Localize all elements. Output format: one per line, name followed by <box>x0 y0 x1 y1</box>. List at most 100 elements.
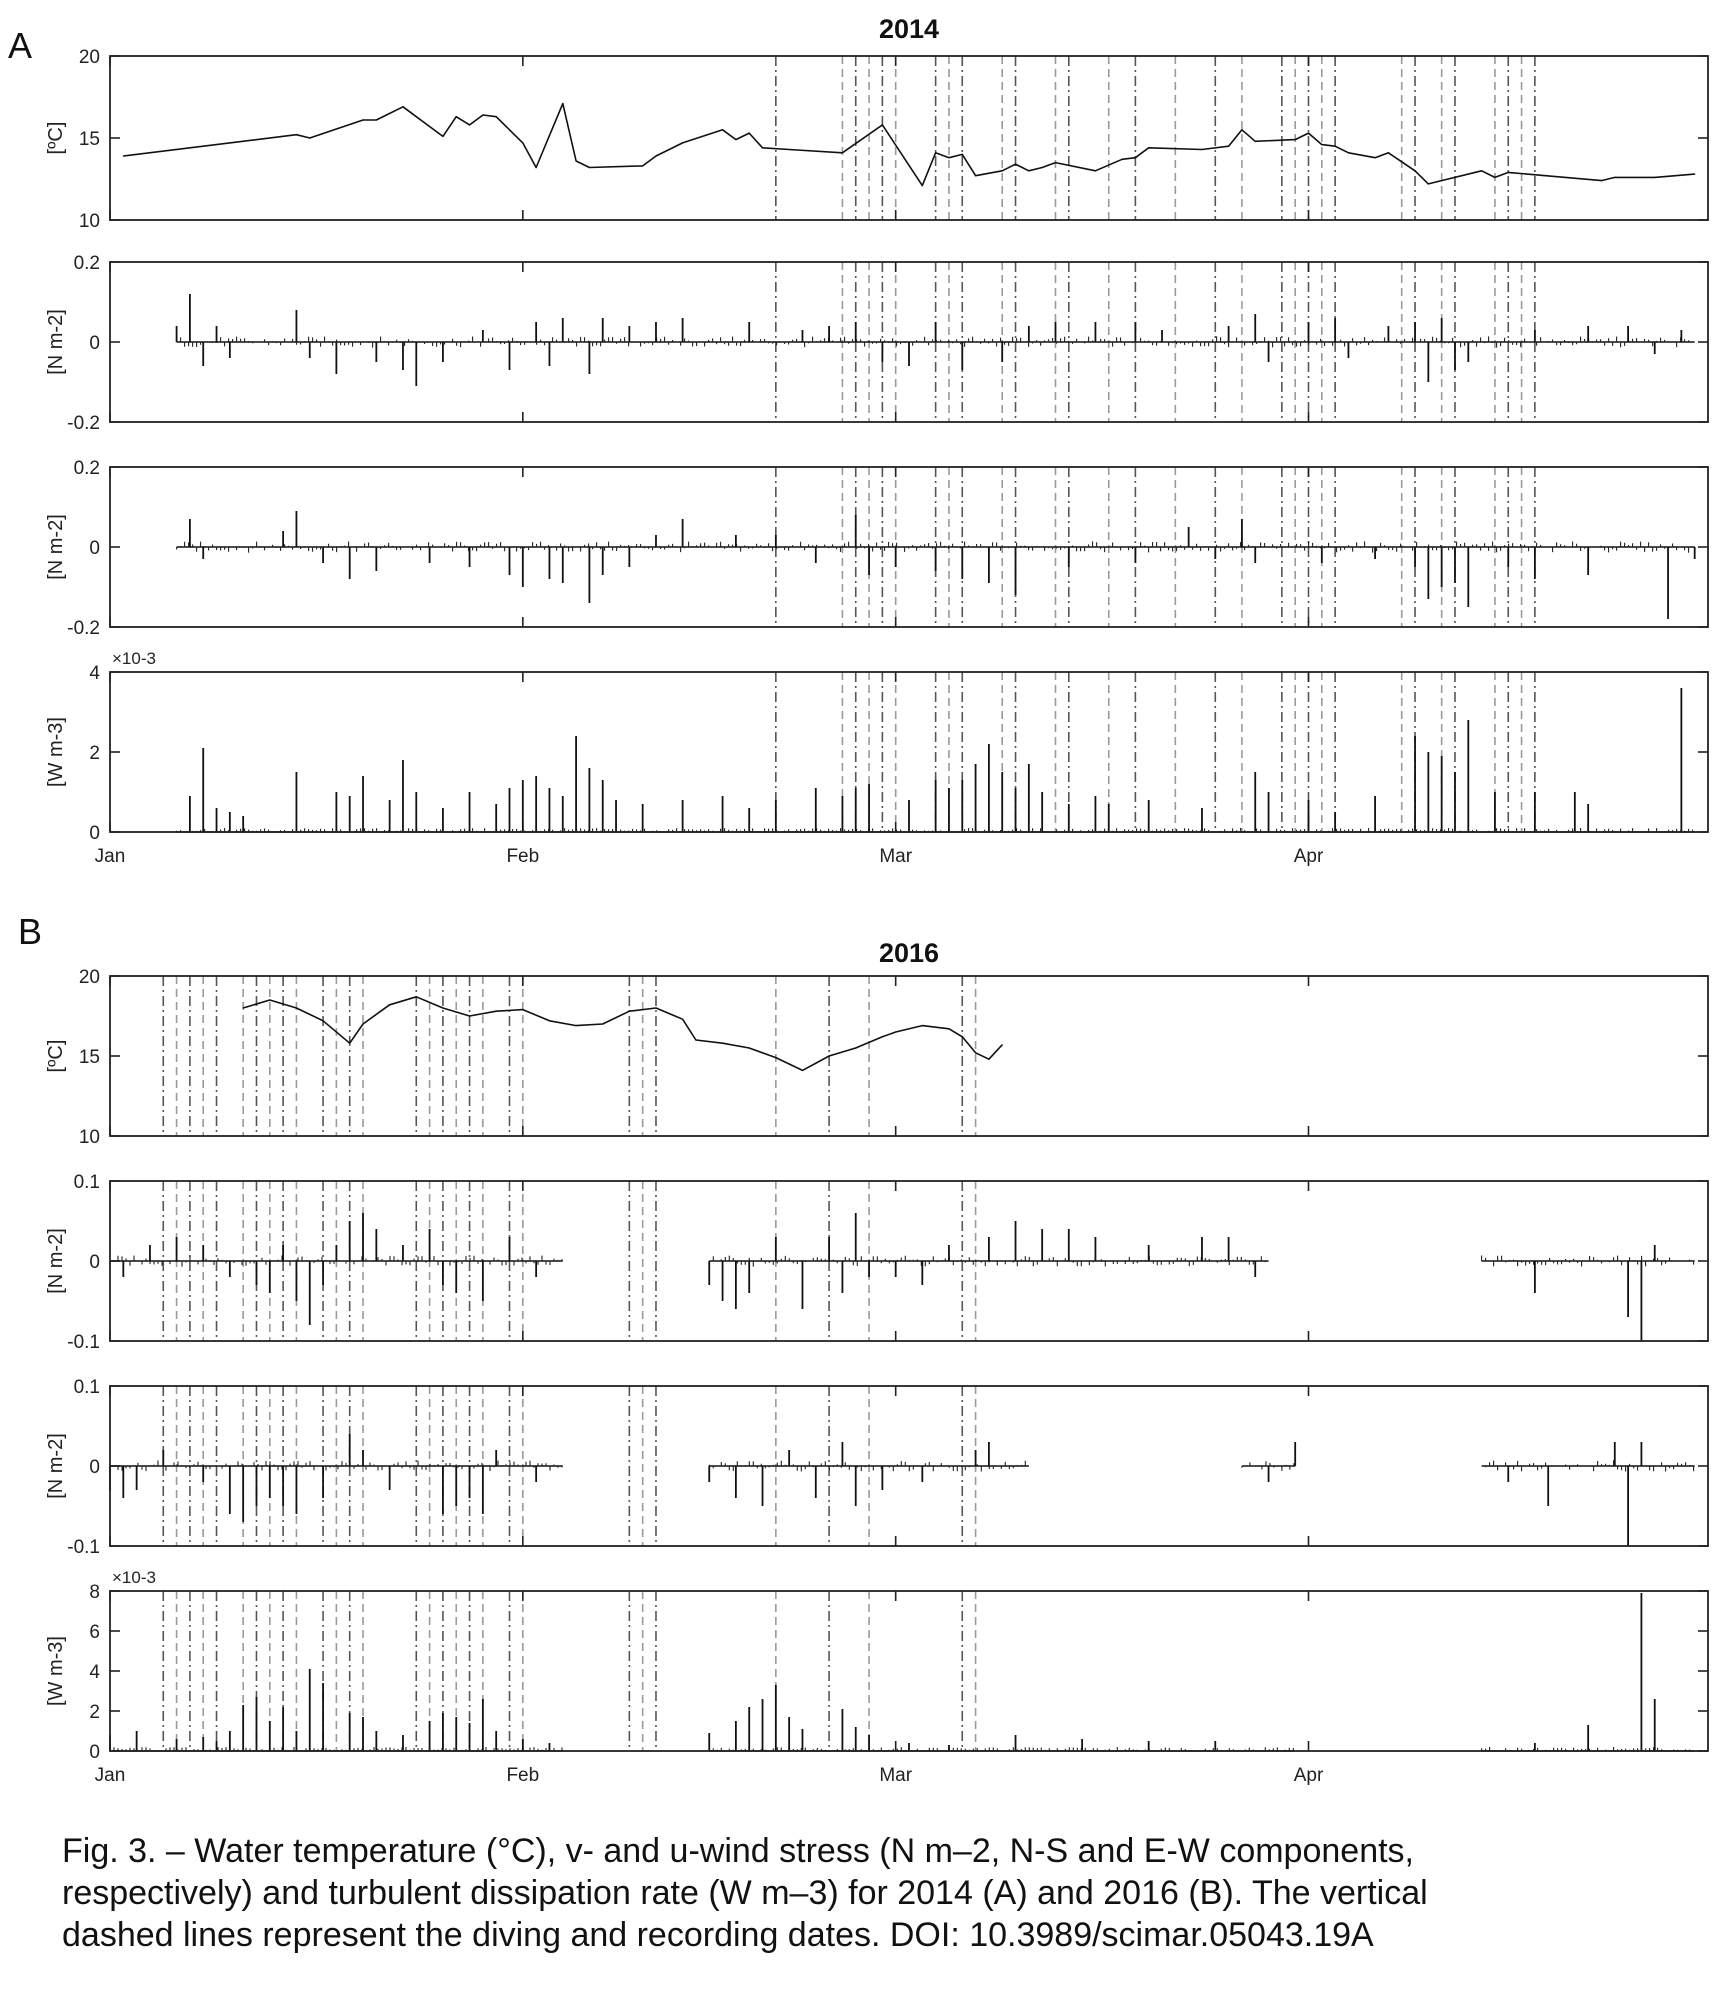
y-tick-label: 8 <box>89 1582 100 1603</box>
panel-label: A <box>8 25 32 66</box>
x-tick-label: Mar <box>879 1765 912 1786</box>
temperature-point <box>655 1007 657 1009</box>
temperature-point <box>1148 147 1150 149</box>
y-axis-label: [N m-2] <box>45 514 67 580</box>
temperature-point <box>974 1052 977 1054</box>
caption-line-2: respectively) and turbulent dissipation … <box>62 1874 1428 1912</box>
y-axis-label: [N m-2] <box>45 1228 67 1294</box>
temperature-point <box>935 152 937 154</box>
temperature-point <box>721 129 724 131</box>
temperature-point <box>1494 176 1496 178</box>
x-tick-label: Mar <box>879 846 912 867</box>
temperature-point <box>801 1069 804 1071</box>
temperature-point <box>761 147 764 149</box>
temperature-point <box>269 999 271 1001</box>
x-tick-label: Apr <box>1294 846 1324 867</box>
temperature-point <box>1121 158 1123 160</box>
y-tick-label: -0.1 <box>67 1332 100 1353</box>
temperature-point <box>682 1018 684 1020</box>
temperature-point <box>468 124 471 126</box>
temperature-point <box>1001 170 1003 172</box>
temperature-point <box>442 1007 444 1009</box>
signal-noise <box>1485 1460 1695 1472</box>
temperature-point <box>1054 162 1057 164</box>
signal-noise <box>708 1460 1026 1472</box>
temperature-point <box>402 106 404 108</box>
temperature-point <box>415 996 417 998</box>
y-tick-label: 4 <box>89 663 100 684</box>
subplot-frame <box>109 261 1709 423</box>
temperature-point <box>362 119 364 121</box>
subplot-frame <box>109 671 1709 833</box>
subplot-frame <box>109 466 1709 628</box>
temperature-point <box>655 155 657 157</box>
y-tick-label: 0.2 <box>74 458 100 479</box>
y-tick-label: 0.2 <box>74 253 100 274</box>
temperature-point <box>522 1009 524 1011</box>
y-tick-label: 2 <box>89 743 100 764</box>
y-tick-label: 15 <box>79 1047 100 1068</box>
temperature-point <box>1321 143 1323 146</box>
temperature-series <box>123 102 1695 187</box>
temperature-point <box>535 166 537 169</box>
temperature-point <box>1414 170 1416 172</box>
temperature-point <box>788 148 790 151</box>
y-tick-label: 6 <box>89 1622 100 1643</box>
temperature-point <box>482 114 484 116</box>
temperature-point <box>682 142 684 144</box>
temperature-point <box>495 116 497 118</box>
subplot-frame <box>109 1590 1709 1752</box>
temperature-point <box>1654 176 1656 178</box>
y-tick-label: 0 <box>89 1742 100 1763</box>
y-tick-label: 0 <box>89 1457 100 1478</box>
y-axis-label: [W m-3] <box>45 1636 67 1706</box>
panel-title: 2016 <box>879 938 939 968</box>
x-tick-label: Feb <box>506 1765 539 1786</box>
temperature-point <box>855 1047 857 1049</box>
y-axis-label: [W m-3] <box>45 717 67 787</box>
temperature-point <box>695 1039 697 1041</box>
x-tick-label: Feb <box>506 846 539 867</box>
y-tick-label: 20 <box>79 47 100 68</box>
temperature-point <box>1254 140 1256 142</box>
temperature-point <box>775 1057 777 1059</box>
subplot-frame <box>109 1180 1709 1342</box>
temperature-point <box>1134 157 1136 159</box>
temperature-point <box>242 1007 244 1009</box>
temperature-point <box>362 1023 364 1025</box>
temperature-point <box>548 1020 551 1022</box>
temperature-point <box>389 1004 391 1006</box>
x-tick-label: Jan <box>95 1765 126 1786</box>
y-tick-label: -0.2 <box>67 413 100 434</box>
x-tick-label: Apr <box>1294 1765 1324 1786</box>
y-tick-label: 15 <box>79 129 100 150</box>
temperature-point <box>1241 129 1243 131</box>
temperature-point <box>1507 171 1509 174</box>
temperature-point <box>602 1023 604 1025</box>
temperature-point <box>948 157 950 159</box>
temperature-series <box>242 995 1003 1072</box>
temperature-point <box>1334 145 1336 147</box>
y-tick-label: 0.1 <box>74 1377 100 1398</box>
temperature-point <box>735 139 737 141</box>
temperature-point <box>295 1007 298 1009</box>
y-tick-label: 0 <box>89 538 100 559</box>
temperature-point <box>322 1020 324 1022</box>
exponent-label: ×10-3 <box>112 1568 156 1587</box>
temperature-point <box>1600 180 1603 182</box>
signal-noise <box>1481 1255 1695 1267</box>
temperature-point <box>575 1025 577 1027</box>
figure-caption: Fig. 3. – Water temperature (°C), v- and… <box>62 1830 1682 1956</box>
temperature-point <box>1294 139 1296 141</box>
temperature-point <box>575 160 577 162</box>
temperature-point <box>1387 152 1389 154</box>
temperature-point <box>961 153 963 155</box>
temperature-point <box>642 165 644 167</box>
y-axis-label: [ºC] <box>45 122 67 155</box>
subplot-frame <box>109 975 1709 1137</box>
temperature-point <box>895 1031 897 1033</box>
temperature-point <box>309 137 311 139</box>
temperature-point <box>1347 152 1350 154</box>
y-tick-label: 0.1 <box>74 1172 100 1193</box>
temperature-point <box>974 175 977 177</box>
